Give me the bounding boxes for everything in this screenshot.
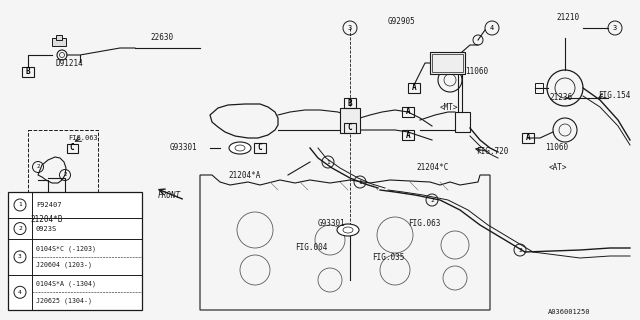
Text: 0104S*A (-1304): 0104S*A (-1304) [36,281,96,287]
Text: 1: 1 [326,159,330,164]
Text: 21204*B: 21204*B [30,215,62,225]
Text: 3: 3 [613,25,617,31]
Text: C: C [70,143,74,153]
Bar [535,83,543,93]
Bar [56,35,62,40]
Bar [430,52,465,74]
Text: FIG.063: FIG.063 [68,135,98,141]
Bar [402,107,414,117]
Text: G92905: G92905 [388,18,416,27]
Text: FIG.004: FIG.004 [295,244,328,252]
Text: 2: 2 [518,247,522,252]
Bar [432,54,463,72]
Text: 21236: 21236 [549,93,572,102]
Text: A: A [412,84,416,92]
Bar [67,143,77,153]
Text: 2: 2 [430,197,434,203]
Text: 1: 1 [18,203,22,207]
Text: B: B [348,99,352,108]
Text: 11060: 11060 [465,68,488,76]
Bar [455,112,470,132]
Text: 22630: 22630 [150,34,173,43]
Bar [8,192,142,310]
Text: 2: 2 [36,164,40,170]
Ellipse shape [337,224,359,236]
Bar [408,83,420,93]
Text: FIG.063: FIG.063 [408,220,440,228]
Text: 11060: 11060 [545,143,568,153]
Bar [52,38,66,46]
Text: <MT>: <MT> [440,103,458,113]
Text: FIG.720: FIG.720 [476,148,508,156]
Bar [254,143,266,153]
Text: A036001250: A036001250 [547,309,590,315]
Text: A: A [406,108,410,116]
Text: 21204*A: 21204*A [228,171,260,180]
Bar [522,133,534,143]
Text: C: C [258,143,262,153]
Text: 0104S*C (-1203): 0104S*C (-1203) [36,245,96,252]
Text: C: C [348,124,352,132]
Text: J20625 (1304-): J20625 (1304-) [36,297,92,304]
Text: <AT>: <AT> [549,164,568,172]
Text: 21210: 21210 [556,13,579,22]
Text: F92407: F92407 [36,202,61,208]
Bar [344,123,356,133]
Text: 4: 4 [18,290,22,295]
Text: FIG.154: FIG.154 [598,91,630,100]
Text: G93301: G93301 [170,143,198,153]
Bar [28,130,98,210]
Bar [340,108,360,133]
Text: 3: 3 [18,254,22,260]
Text: B: B [26,68,30,76]
Text: 1: 1 [358,180,362,185]
Text: FRONT: FRONT [158,190,181,199]
Text: 21204*C: 21204*C [416,164,449,172]
Text: 2: 2 [63,172,67,178]
Text: A: A [406,131,410,140]
Text: J20604 (1203-): J20604 (1203-) [36,262,92,268]
Text: 0923S: 0923S [36,226,57,232]
Text: 4: 4 [490,25,494,31]
Text: G93301: G93301 [318,220,346,228]
Ellipse shape [229,142,251,154]
Text: FIG.035: FIG.035 [372,253,404,262]
Bar [344,98,356,108]
Text: D91214: D91214 [55,60,83,68]
Bar [402,130,414,140]
Bar [22,67,34,77]
Text: A: A [525,133,531,142]
Text: 2: 2 [18,226,22,231]
Text: 3: 3 [348,25,352,31]
